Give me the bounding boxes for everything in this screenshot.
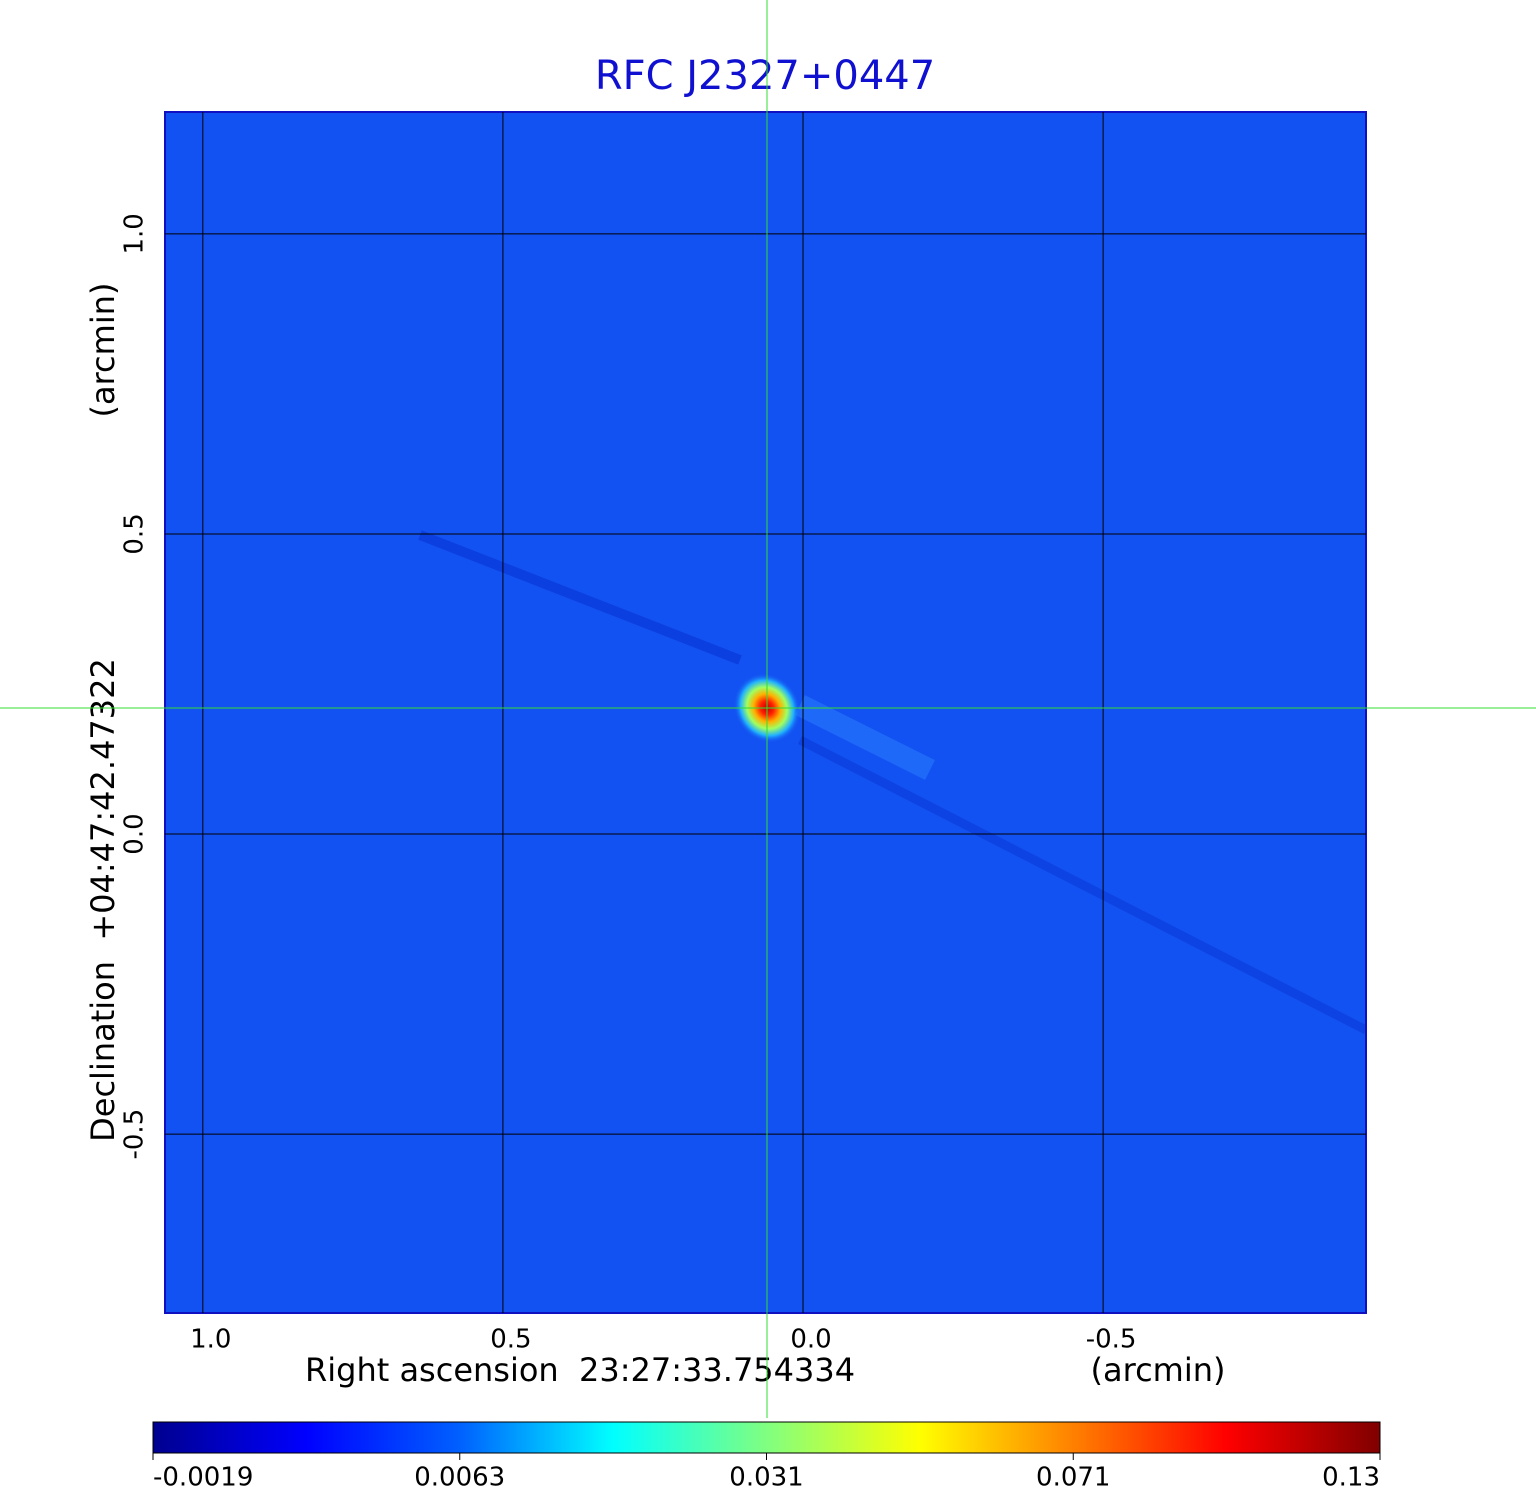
y-axis-unit: (arcmin)	[84, 283, 122, 418]
sidelobe	[797, 735, 1366, 1035]
image	[165, 112, 1366, 1313]
colorbar-tick-label: 0.0063	[414, 1463, 505, 1493]
chart-title: RFC J2327+0447	[595, 53, 935, 99]
y-tick-label: 1.0	[120, 213, 150, 254]
x-tick-label: 0.0	[790, 1325, 831, 1355]
x-axis-label: Right ascension 23:27:33.754334	[305, 1351, 855, 1389]
colorbar-tick-label: 0.071	[1036, 1463, 1110, 1493]
y-axis-label: Declination +04:47:42.47322	[84, 658, 122, 1142]
colorbar-tick-label: 0.13	[1322, 1463, 1380, 1493]
x-axis-unit: (arcmin)	[1091, 1351, 1226, 1389]
colorbar	[152, 1421, 1381, 1454]
sidelobe	[795, 695, 935, 780]
y-tick-label: 0.0	[120, 813, 150, 854]
plot-frame	[164, 111, 1367, 1314]
x-tick-label: 1.0	[190, 1325, 231, 1355]
y-tick-label: 0.5	[120, 513, 150, 554]
x-tick-label: -0.5	[1086, 1325, 1137, 1355]
x-tick-label: 0.5	[490, 1325, 531, 1355]
sidelobe	[418, 530, 742, 665]
y-tick-label: -0.5	[120, 1109, 150, 1160]
colorbar-tick-label: -0.0019	[153, 1463, 253, 1493]
colorbar-tick-label: 0.031	[729, 1463, 803, 1493]
